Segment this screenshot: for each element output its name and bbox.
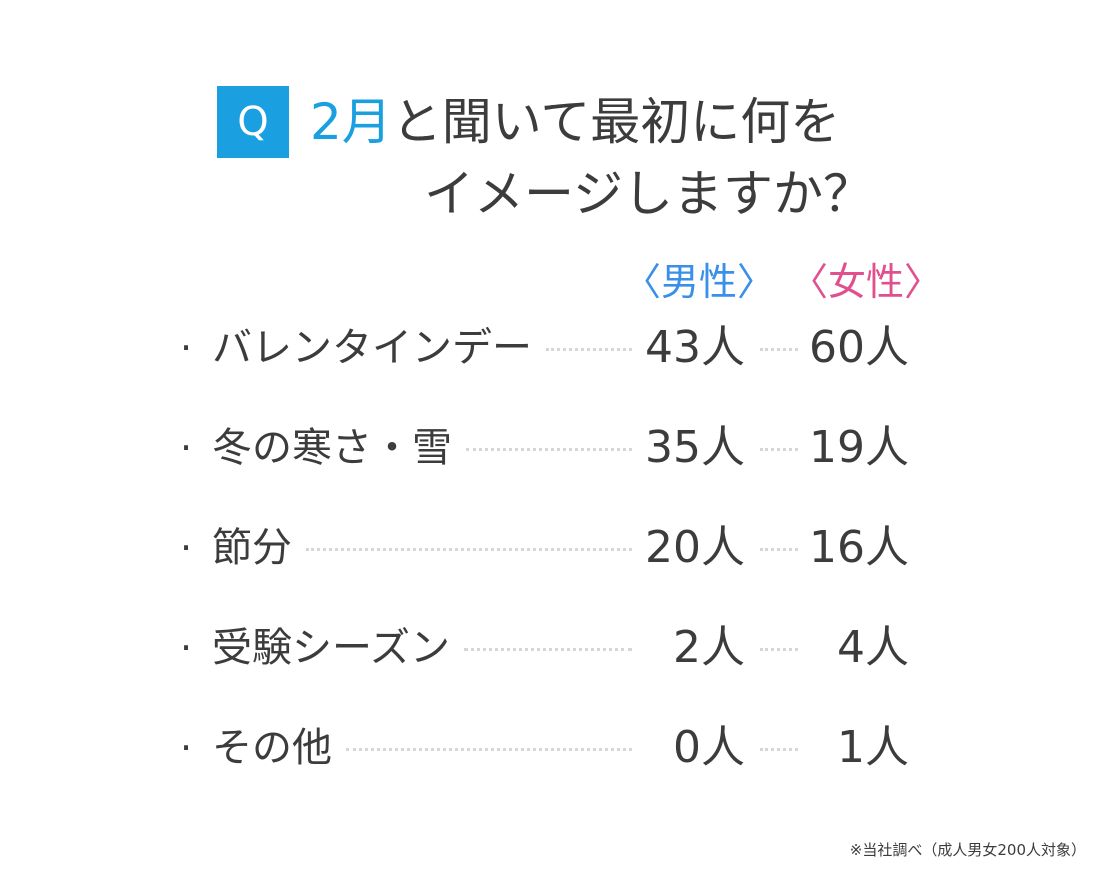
- row-bullet: ·: [180, 726, 193, 770]
- row-category-label: 節分: [212, 525, 292, 571]
- table-row: · 節分 20人 16人: [0, 518, 1100, 578]
- row-category-label: 受験シーズン: [212, 625, 450, 671]
- row-value-male: 0人: [673, 722, 745, 773]
- row-leader-dots: [466, 448, 632, 451]
- chart-title-line-1: 2月と聞いて最初に何を: [310, 92, 840, 152]
- row-leader-dots-2: [760, 348, 798, 351]
- row-bullet: ·: [180, 626, 193, 670]
- row-value-female: 19人: [809, 422, 909, 473]
- row-leader-dots-2: [760, 648, 798, 651]
- row-value-male: 35人: [645, 422, 745, 473]
- row-leader-dots-2: [760, 448, 798, 451]
- row-leader-dots: [546, 348, 632, 351]
- row-bullet: ·: [180, 426, 193, 470]
- row-bullet: ·: [180, 326, 193, 370]
- row-value-female: 16人: [809, 522, 909, 573]
- column-header-male: 〈男性〉: [623, 260, 776, 304]
- row-value-female: 1人: [837, 722, 909, 773]
- table-row: · 冬の寒さ・雪 35人 19人: [0, 418, 1100, 478]
- row-category-label: 冬の寒さ・雪: [212, 425, 452, 471]
- row-leader-dots: [306, 548, 632, 551]
- chart-title-line-2: イメージしますか？: [424, 165, 873, 223]
- table-row: · その他 0人 1人: [0, 718, 1100, 778]
- row-value-male: 20人: [645, 522, 745, 573]
- table-row: · バレンタインデー 43人 60人: [0, 318, 1100, 378]
- row-value-female: 60人: [809, 322, 909, 373]
- table-row: · 受験シーズン 2人 4人: [0, 618, 1100, 678]
- row-value-male: 2人: [673, 622, 745, 673]
- row-category-label: その他: [212, 725, 332, 771]
- row-leader-dots: [346, 748, 632, 751]
- row-value-male: 43人: [645, 322, 745, 373]
- chart-title-rest: と聞いて最初に何を: [391, 93, 841, 151]
- row-leader-dots: [464, 648, 632, 651]
- row-bullet: ·: [180, 526, 193, 570]
- row-leader-dots-2: [760, 548, 798, 551]
- row-category-label: バレンタインデー: [212, 325, 532, 371]
- footnote: ※当社調べ（成人男女200人対象）: [849, 841, 1086, 859]
- chart-title-accent: 2月: [310, 93, 392, 151]
- question-badge: Q: [217, 86, 289, 158]
- row-value-female: 4人: [837, 622, 909, 673]
- row-leader-dots-2: [760, 748, 798, 751]
- column-header-female: 〈女性〉: [790, 260, 943, 304]
